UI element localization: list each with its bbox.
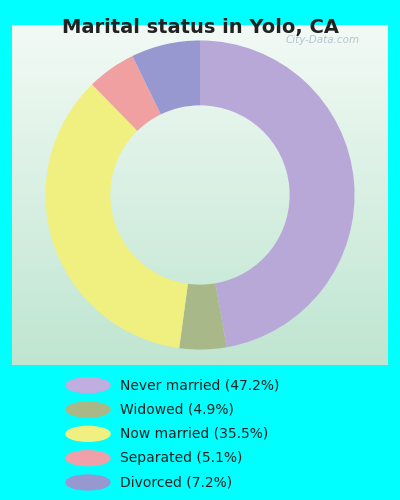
Circle shape [66, 450, 110, 466]
Wedge shape [132, 40, 200, 115]
Circle shape [66, 475, 110, 490]
Wedge shape [200, 40, 354, 347]
Circle shape [66, 378, 110, 392]
Text: Never married (47.2%): Never married (47.2%) [120, 378, 279, 392]
Circle shape [66, 402, 110, 417]
Circle shape [66, 426, 110, 442]
Wedge shape [92, 56, 161, 131]
Text: Separated (5.1%): Separated (5.1%) [120, 451, 242, 465]
Text: Marital status in Yolo, CA: Marital status in Yolo, CA [62, 18, 338, 36]
Text: City-Data.com: City-Data.com [286, 35, 360, 45]
Text: Divorced (7.2%): Divorced (7.2%) [120, 476, 232, 490]
Wedge shape [46, 84, 188, 348]
Text: Widowed (4.9%): Widowed (4.9%) [120, 402, 234, 416]
Text: Now married (35.5%): Now married (35.5%) [120, 427, 268, 441]
Wedge shape [179, 284, 226, 350]
